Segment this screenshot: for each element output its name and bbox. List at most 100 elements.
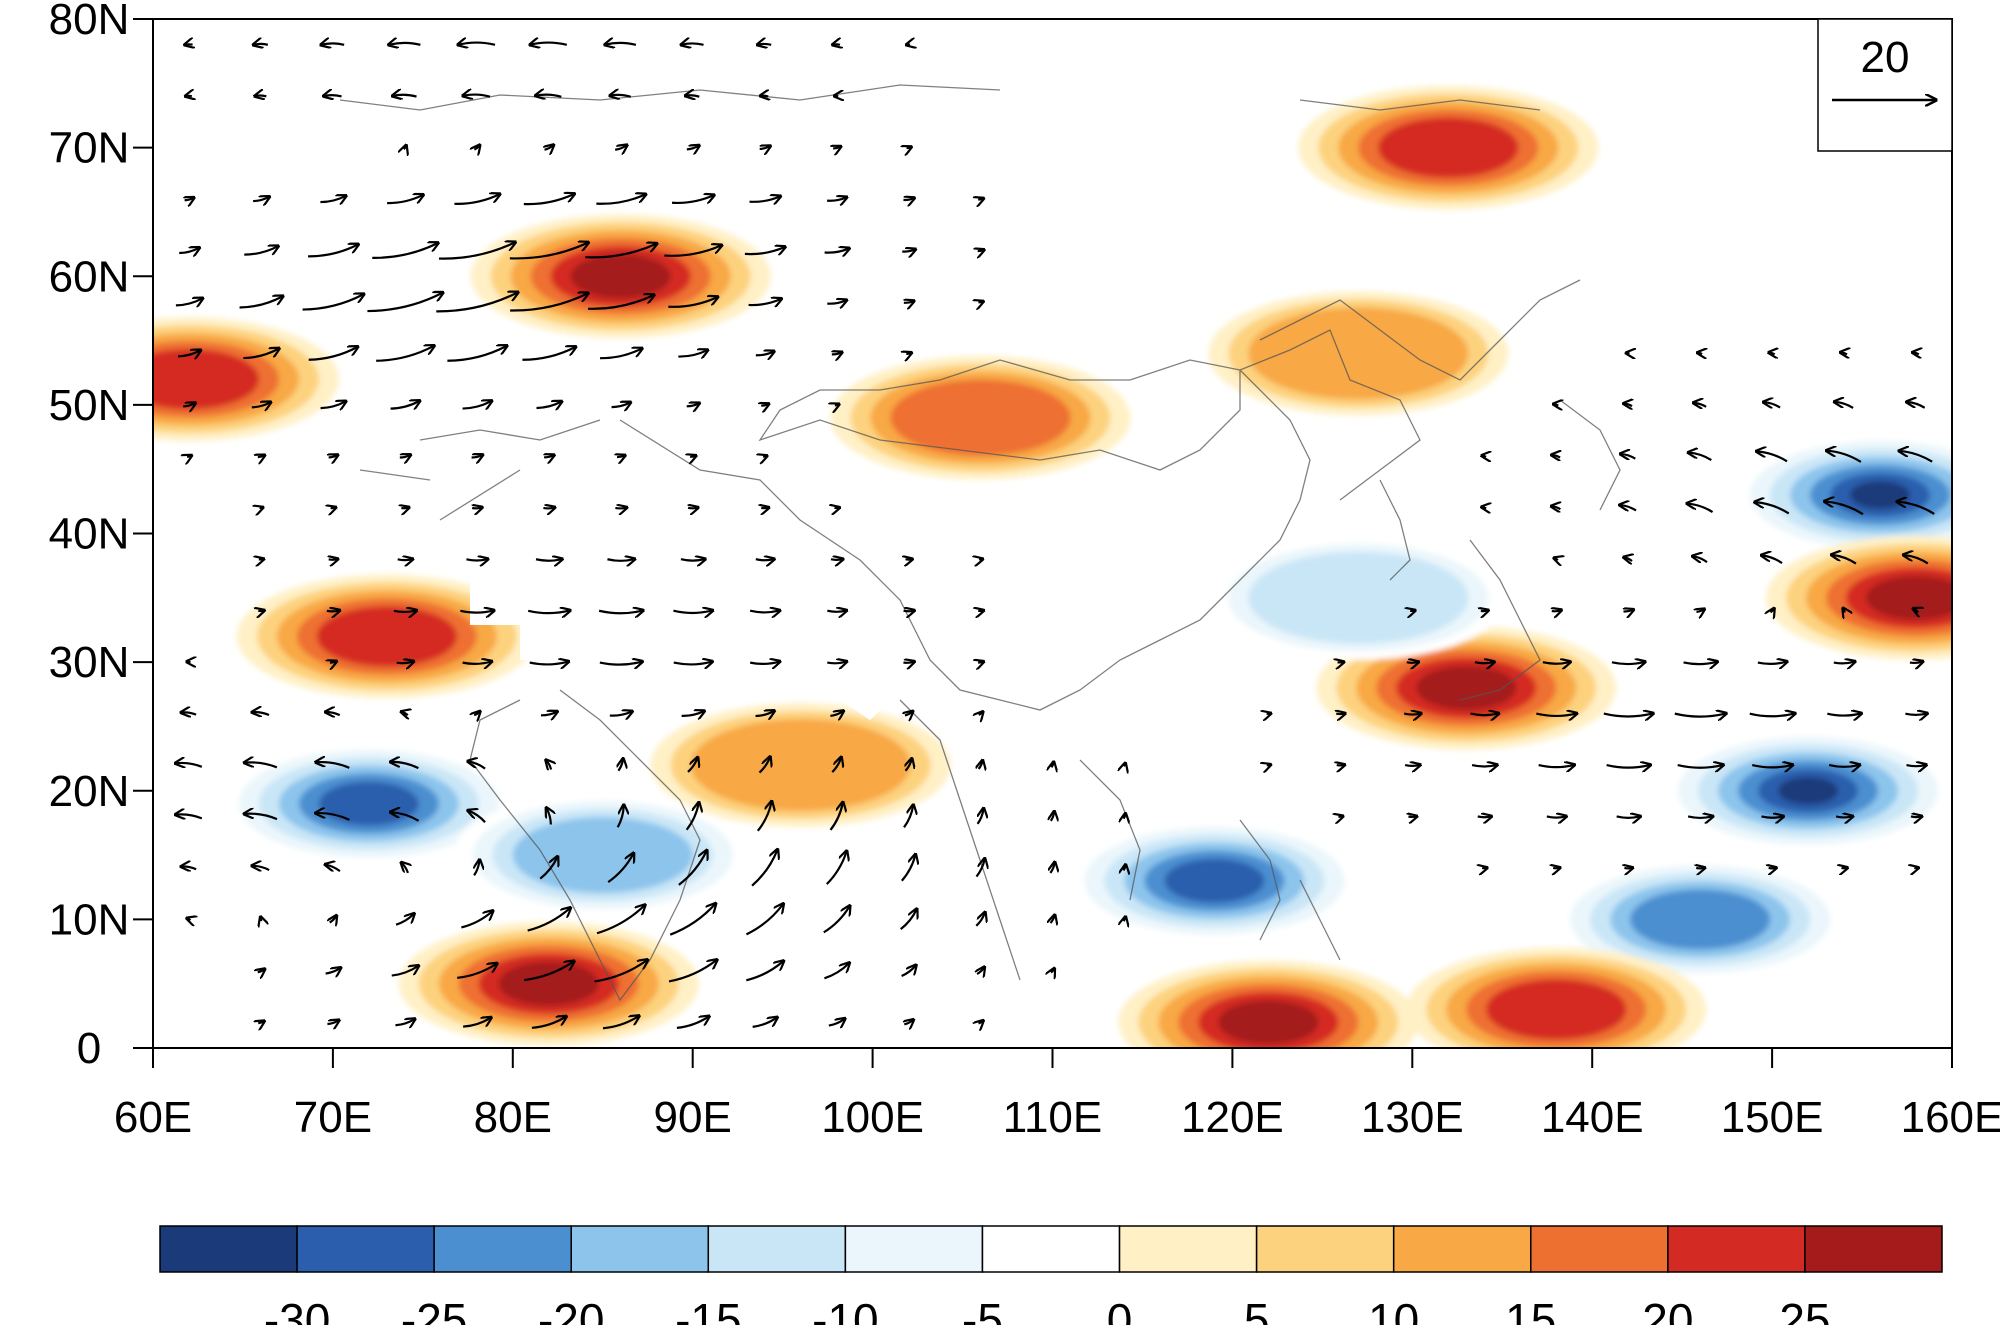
wind-vector <box>179 248 199 253</box>
wind-vector <box>330 662 336 663</box>
colorbar-swatch <box>1667 1225 1806 1273</box>
wind-vector <box>1552 506 1560 509</box>
anomaly-shading <box>153 19 1952 1048</box>
wind-vector <box>682 43 704 44</box>
wind-vector <box>522 347 575 361</box>
wind-vector <box>523 194 574 206</box>
wind-vector <box>903 198 913 200</box>
wind-vector <box>978 250 984 251</box>
wind-vector <box>1757 662 1787 664</box>
wind-vector <box>756 802 772 832</box>
wind-vector <box>976 809 984 825</box>
wind-vector <box>588 295 653 310</box>
philippine-sea-negative-level-5 <box>1164 858 1265 903</box>
wind-vector <box>1621 454 1636 459</box>
wind-vector <box>901 855 915 882</box>
colorbar-label: -25 <box>401 1294 467 1325</box>
wind-vector <box>901 966 916 978</box>
wind-vector <box>1688 504 1714 513</box>
boundary-china <box>619 329 1421 711</box>
wind-vector <box>545 145 554 149</box>
lat-tick-label: 70N <box>49 124 130 173</box>
boundary-central-asia <box>359 419 601 521</box>
wind-vector <box>175 299 202 306</box>
colorbar-swatch <box>570 1225 710 1273</box>
wind-vector <box>1755 502 1790 515</box>
wind-vector <box>185 198 194 200</box>
wind-vector <box>1554 404 1558 405</box>
korea-negative <box>1208 535 1509 660</box>
wind-vector <box>1835 816 1852 817</box>
wind-vector <box>607 854 633 883</box>
japan-positive-level-5 <box>1866 575 1952 620</box>
lon-tick-label: 140E <box>1541 1093 1644 1142</box>
wind-vector <box>903 611 914 612</box>
wind-vector <box>256 96 267 97</box>
kamchatka-negative-level-6 <box>1850 480 1911 509</box>
wind-vector <box>824 963 848 980</box>
wind-vector <box>828 1019 845 1026</box>
colorbar-label: -20 <box>538 1294 604 1325</box>
wind-vector <box>611 95 632 97</box>
ural-siberia-positive-level-6 <box>590 262 651 291</box>
wind-vector <box>244 246 277 256</box>
lat-tick-label: 80N <box>49 0 130 44</box>
wind-vector <box>1898 502 1935 515</box>
wind-vector <box>469 811 486 823</box>
wind-vector <box>1827 714 1860 716</box>
wind-vector <box>251 402 270 407</box>
wind-vector <box>1627 353 1629 354</box>
wind-vector <box>464 95 491 97</box>
mongolia-positive-level-3 <box>890 379 1071 456</box>
wind-vector <box>755 352 774 356</box>
wind-vector <box>253 866 270 870</box>
indochina-positive-level-2 <box>690 719 911 812</box>
colorbar-label: -15 <box>675 1294 741 1325</box>
wind-vector <box>391 762 419 770</box>
wind-vector <box>1841 352 1847 354</box>
wind-vector <box>681 711 704 716</box>
lon-tick-label: 160E <box>1901 1093 2000 1142</box>
wind-vector <box>687 758 697 773</box>
wind-vector <box>1623 610 1632 612</box>
latitude-axis: 0 10N 20N 30N 40N 50N 60N 70N 80N <box>49 0 153 1073</box>
wind-vector <box>827 611 846 612</box>
lat-tick-label: 10N <box>49 895 130 944</box>
wind-vector <box>686 403 699 406</box>
missing-data-mask <box>420 420 910 720</box>
wind-vector <box>903 662 913 663</box>
wind-vector <box>258 456 264 458</box>
colorbar-label: -10 <box>812 1294 878 1325</box>
wind-vector <box>602 1016 638 1030</box>
bay-of-bengal-negative-level-3 <box>512 817 693 894</box>
wind-vector <box>977 968 984 974</box>
wind-vector <box>1555 558 1558 560</box>
wind-vector <box>367 293 442 313</box>
wind-vector <box>1470 714 1498 716</box>
colorbar-swatch <box>1255 1225 1395 1273</box>
wind-vector <box>607 559 634 561</box>
wind-vector <box>1761 816 1782 817</box>
arabian-sea-negative-level-5 <box>318 781 419 826</box>
lon-tick-label: 60E <box>114 1093 192 1142</box>
wind-vector <box>1538 765 1574 767</box>
wind-vector <box>391 812 420 822</box>
colorbar: -30 -25 -20 -15 -10 -5 0 5 10 15 20 25 <box>159 1225 1943 1325</box>
lon-tick-label: 110E <box>1003 1093 1103 1142</box>
wind-vector <box>1051 812 1054 821</box>
wind-vector <box>585 244 656 259</box>
wind-vector <box>824 249 849 253</box>
wind-vector <box>673 662 712 665</box>
wind-vector <box>1694 403 1707 407</box>
lon-tick-label: 90E <box>654 1093 732 1142</box>
kamchatka-negative <box>1730 432 1952 557</box>
bay-of-bengal-negative <box>452 793 753 918</box>
wind-vector <box>254 44 269 45</box>
arabian-sea-negative <box>218 741 519 866</box>
wind-vector <box>688 508 697 509</box>
colorbar-swatch <box>1118 1225 1258 1273</box>
west-siberia-positive-level-4 <box>153 349 259 410</box>
wind-vector <box>673 611 712 613</box>
wind-vector <box>1123 865 1125 870</box>
wind-vector <box>1404 765 1419 766</box>
